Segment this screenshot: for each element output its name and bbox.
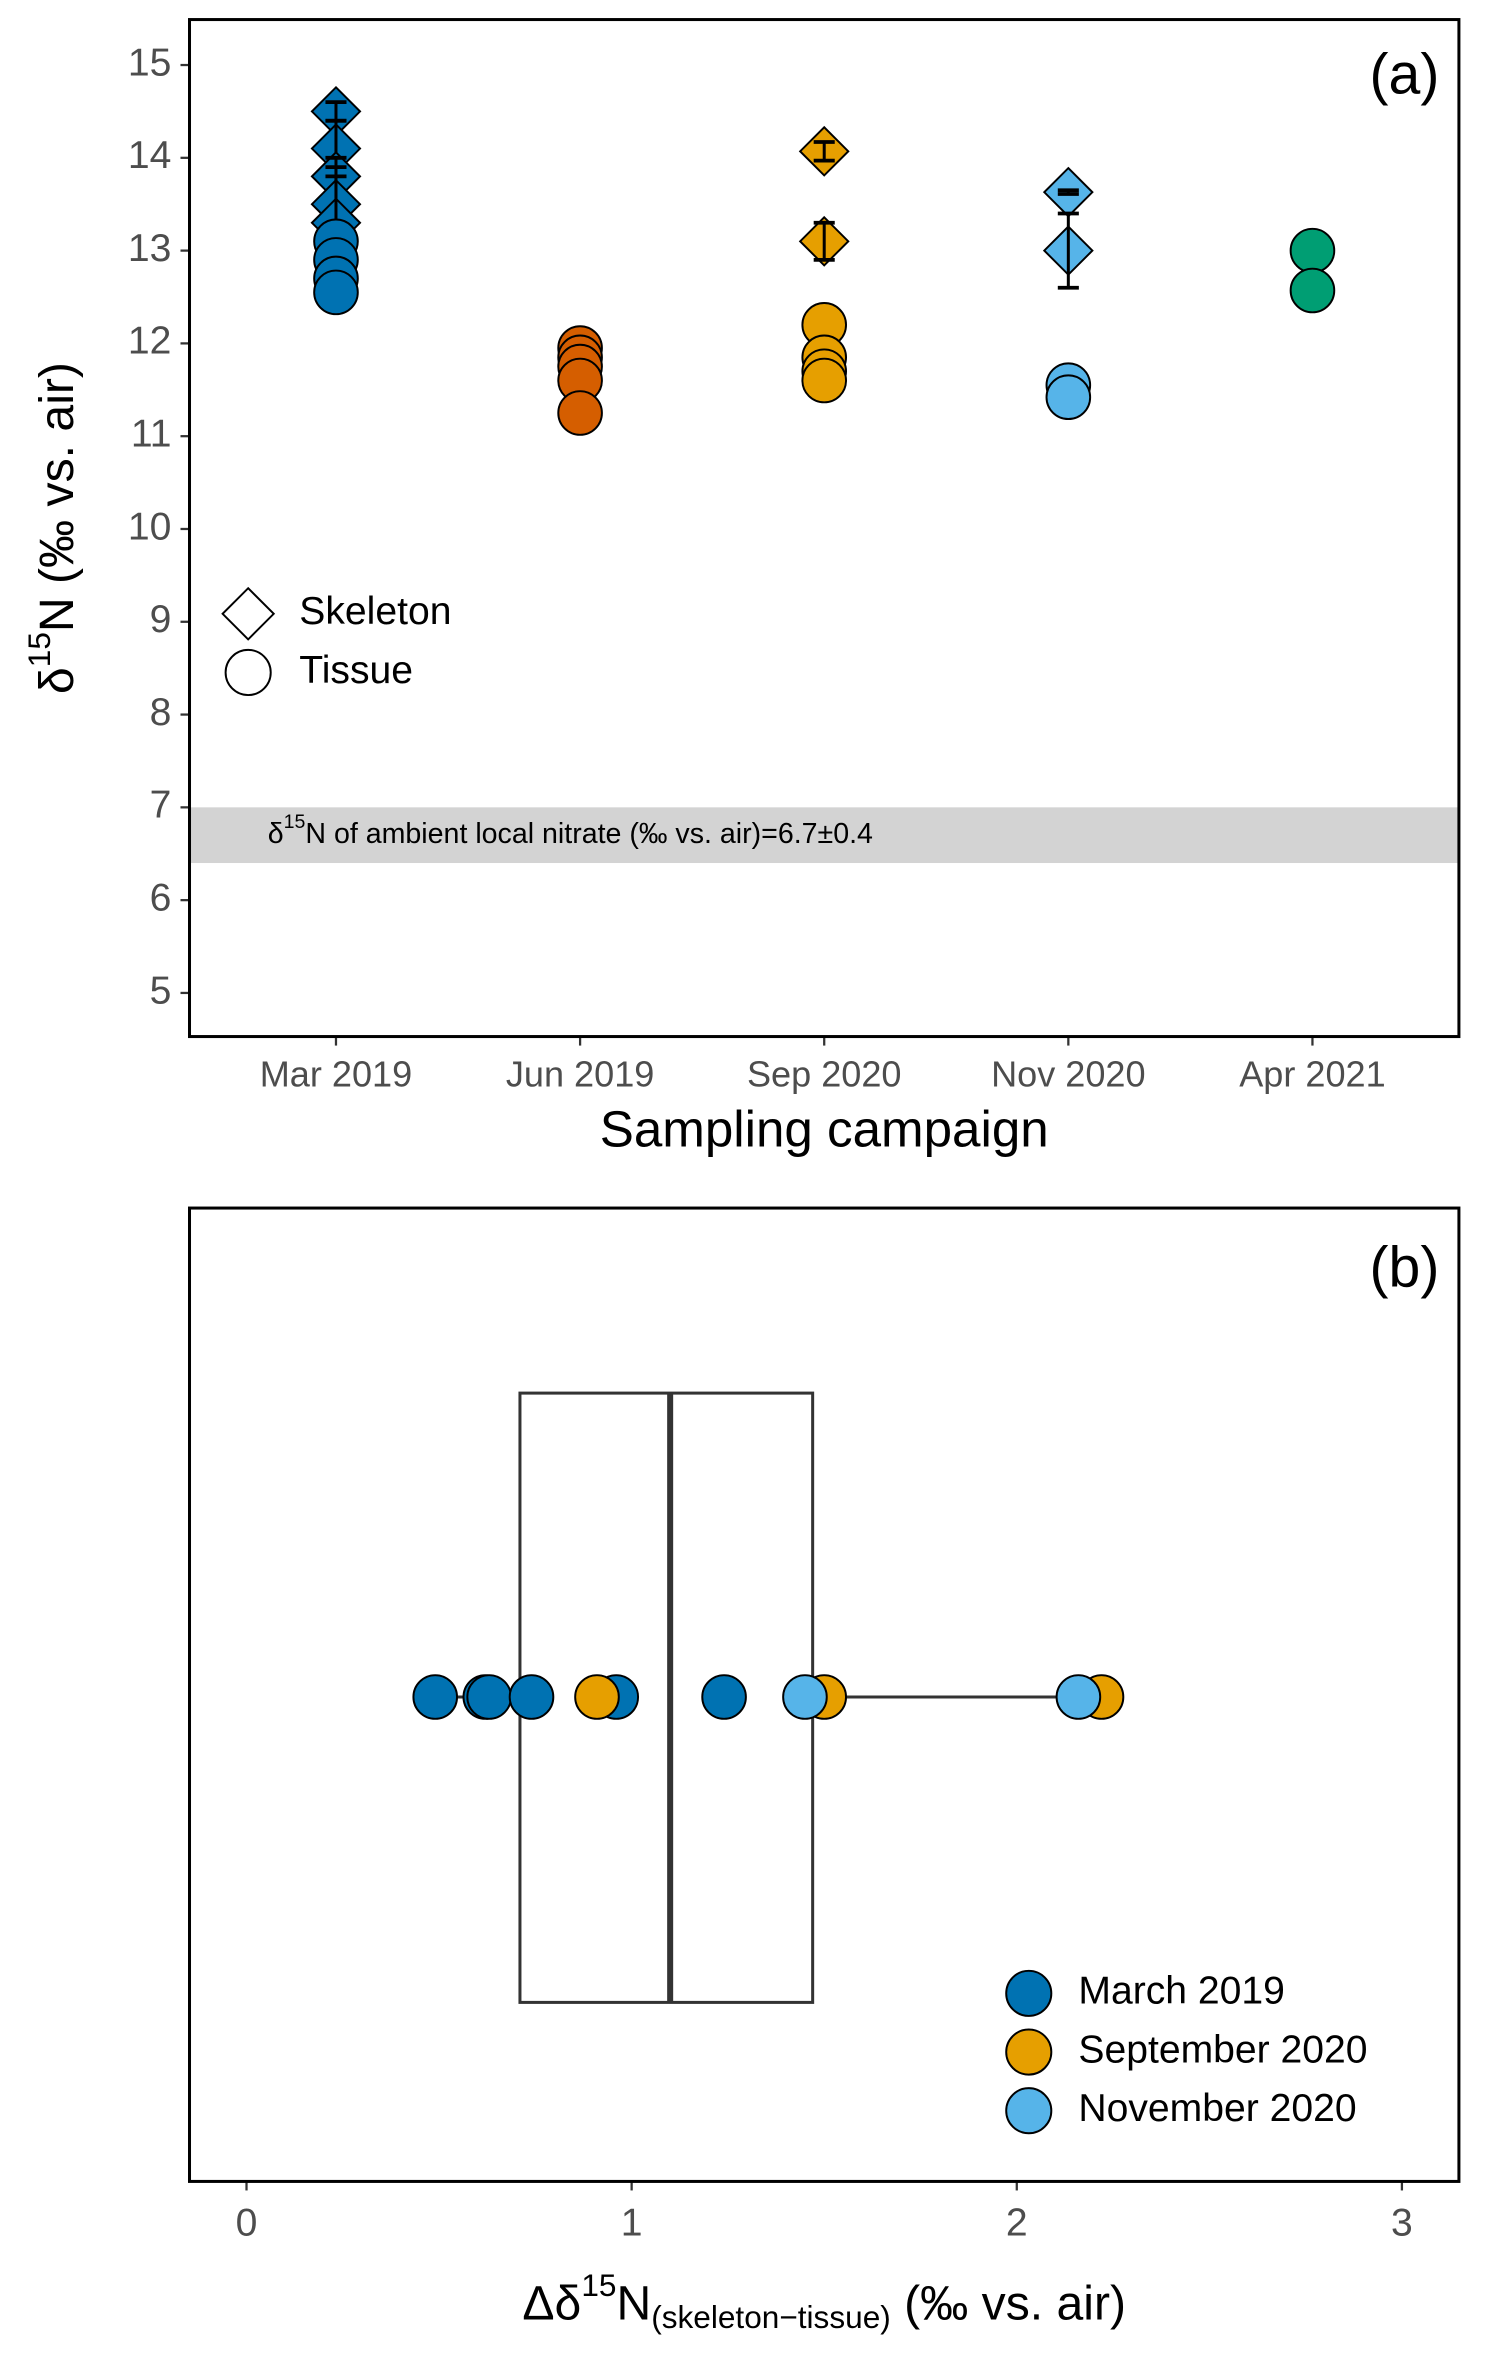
- y-tick-label: 7: [150, 784, 172, 827]
- x-tick-label: Nov 2020: [991, 1054, 1145, 1095]
- tissue-point: [1289, 267, 1336, 314]
- difference-point: [574, 1674, 620, 1720]
- y-axis-title: δ15N (‰ vs. air): [21, 362, 83, 694]
- legend-key: [1005, 2028, 1053, 2076]
- annotation-prefix: δ: [268, 818, 284, 850]
- x-tick-label: 3: [1391, 2201, 1413, 2244]
- legend-label: September 2020: [1078, 2028, 1367, 2071]
- y-tick-label: 10: [128, 505, 172, 548]
- x-tick-label: 0: [236, 2201, 258, 2244]
- legend-key: [221, 586, 276, 641]
- legend-key: [1005, 1969, 1053, 2017]
- y-tick-label: 5: [150, 969, 172, 1012]
- difference-point: [412, 1674, 459, 1720]
- legend-key: [1005, 2087, 1053, 2135]
- annotation-sup: 15: [284, 811, 306, 833]
- legend-key: [224, 648, 272, 697]
- difference-point: [701, 1674, 747, 1720]
- x-title-sup: 15: [581, 2268, 616, 2304]
- x-axis-title: Sampling campaign: [600, 1100, 1049, 1157]
- tissue-point: [1045, 374, 1092, 421]
- x-title-rest: (‰ vs. air): [891, 2276, 1126, 2330]
- annotation-rest: N of ambient local nitrate (‰ vs. air)=6…: [305, 818, 873, 850]
- y-tick-label: 13: [128, 227, 172, 270]
- x-tick-label: Mar 2019: [260, 1054, 412, 1095]
- difference-point: [782, 1674, 828, 1720]
- x-tick-label: Apr 2021: [1239, 1054, 1385, 1095]
- y-title-rest: N (‰ vs. air): [30, 362, 84, 632]
- legend-label: March 2019: [1078, 1970, 1285, 2013]
- x-axis-title: Δδ15N(skeleton−tissue) (‰ vs. air): [522, 2268, 1126, 2336]
- y-tick-label: 15: [128, 41, 172, 84]
- difference-point: [508, 1674, 555, 1720]
- error-bar: [1057, 188, 1079, 196]
- tissue-point: [313, 269, 359, 316]
- x-tick-label: Sep 2020: [747, 1054, 902, 1095]
- error-bar: [813, 140, 835, 163]
- y-tick-label: 9: [150, 598, 172, 641]
- difference-point: [466, 1674, 512, 1720]
- x-title-sub: (skeleton−tissue): [651, 2299, 891, 2335]
- box: [518, 1391, 815, 2004]
- nitrate-band: [189, 807, 1459, 864]
- tissue-point: [1289, 227, 1336, 274]
- y-title-sup: 15: [21, 632, 57, 667]
- x-tick-label: Jun 2019: [506, 1054, 655, 1095]
- y-tick-label: 12: [128, 320, 172, 363]
- error-bar: [1057, 211, 1079, 290]
- y-tick-label: 8: [150, 691, 172, 734]
- x-tick-label: 1: [621, 2201, 643, 2244]
- difference-point: [1055, 1674, 1102, 1720]
- x-title-prefix: Δδ: [522, 2276, 581, 2330]
- x-tick-label: 2: [1006, 2201, 1028, 2244]
- legend-label: Skeleton: [299, 590, 451, 633]
- panel-label: (b): [1370, 1235, 1440, 1299]
- y-tick-label: 14: [128, 134, 172, 177]
- panel-label: (a): [1370, 42, 1440, 106]
- tissue-point: [557, 390, 603, 436]
- y-title-prefix: δ: [30, 667, 84, 694]
- x-title-mid: N: [616, 2276, 651, 2330]
- y-tick-label: 6: [150, 876, 172, 919]
- legend-label: Tissue: [299, 649, 413, 692]
- error-bar: [813, 220, 835, 262]
- legend-label: November 2020: [1078, 2087, 1356, 2130]
- tissue-point: [801, 357, 848, 404]
- y-tick-label: 11: [131, 413, 172, 456]
- plot-frame: [188, 18, 1461, 1039]
- plot-frame: [188, 1206, 1461, 2183]
- annotation: δ15N of ambient local nitrate (‰ vs. air…: [268, 811, 873, 849]
